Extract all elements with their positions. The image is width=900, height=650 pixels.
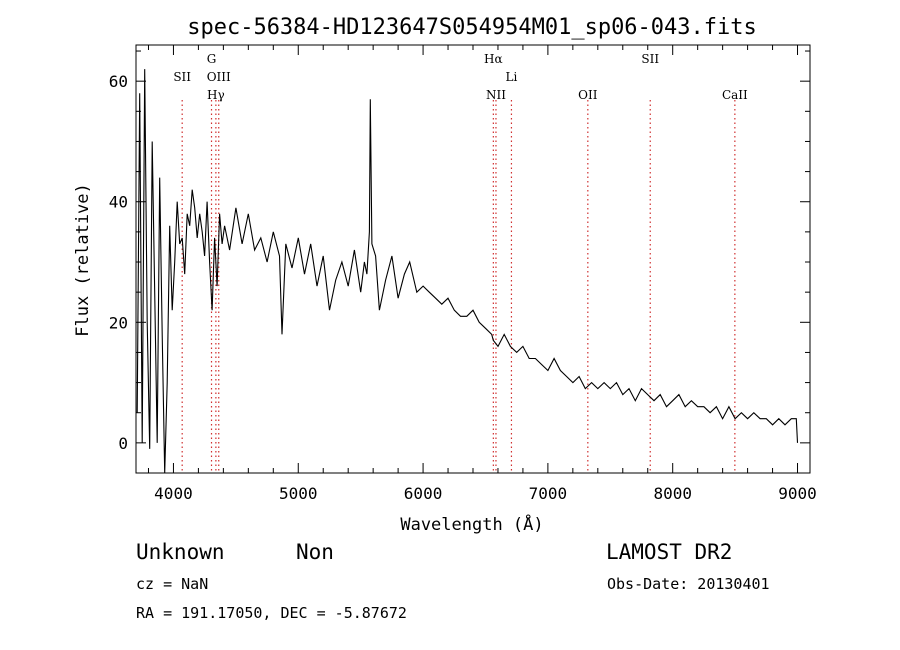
spectral-line-label: NII [486, 88, 506, 102]
x-tick-label: 5000 [279, 484, 318, 503]
x-tick-label: 4000 [154, 484, 193, 503]
y-axis-label: Flux (relative) [73, 183, 93, 337]
object-subclass: Non [296, 540, 334, 564]
x-tick-label: 9000 [778, 484, 817, 503]
x-tick-label: 8000 [653, 484, 692, 503]
spectral-line-label: G [207, 52, 217, 66]
y-tick-label: 20 [109, 313, 128, 332]
spectral-line-label: SII [641, 52, 659, 66]
x-axis-label: Wavelength (Å) [400, 513, 543, 535]
obs-date-text: Obs-Date: 20130401 [607, 575, 770, 593]
y-tick-label: 60 [109, 72, 128, 91]
survey-label: LAMOST DR2 [606, 540, 733, 564]
x-tick-label: 7000 [529, 484, 568, 503]
spectral-line-label: CaII [722, 88, 748, 102]
spectral-line-label: SII [173, 70, 191, 84]
spectral-line-label: OIII [207, 70, 231, 84]
redshift-text: cz = NaN [136, 575, 209, 593]
spectral-line-label: Li [506, 70, 518, 84]
chart-title: spec-56384-HD123647S054954M01_sp06-043.f… [187, 15, 757, 40]
object-class: Unknown [136, 540, 225, 564]
spectrum-series-line [136, 69, 799, 474]
spectral-line-label: Hα [484, 52, 503, 66]
spectral-line-label: Hγ [207, 88, 225, 102]
spectral-line-label: OII [578, 88, 598, 102]
y-tick-label: 40 [109, 193, 128, 212]
y-tick-label: 0 [118, 434, 128, 453]
coordinates-text: RA = 191.17050, DEC = -5.87672 [136, 604, 407, 622]
axis-ticks: 4000 5000 6000 7000 8000 9000 0 20 40 60 [109, 45, 817, 503]
x-tick-label: 6000 [404, 484, 443, 503]
